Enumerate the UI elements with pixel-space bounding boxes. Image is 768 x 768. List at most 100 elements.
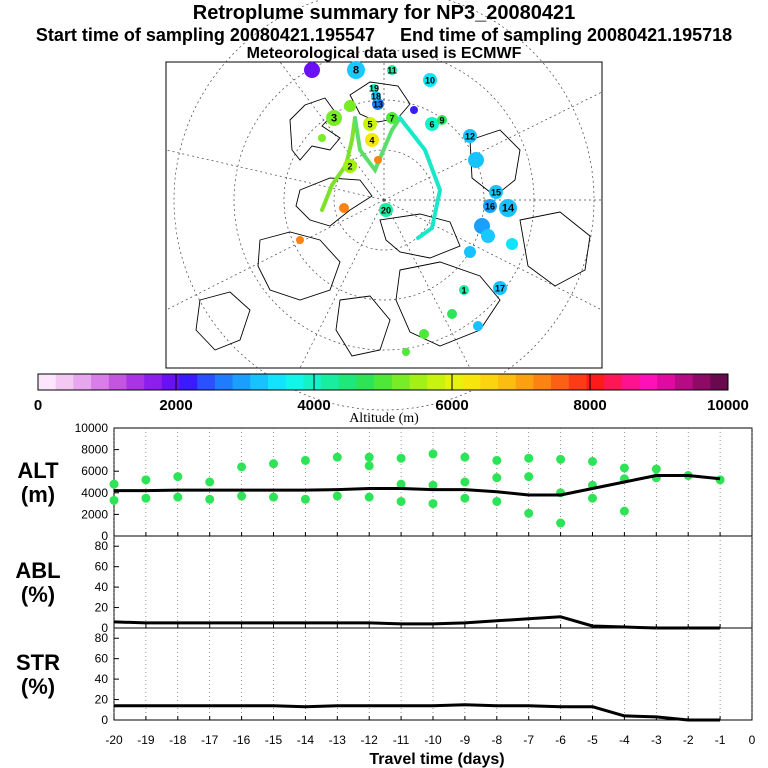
- x-tick-label: -10: [424, 733, 442, 747]
- map-point-marker: [363, 117, 377, 131]
- scatter-point: [109, 479, 119, 489]
- scatter-point: [396, 479, 406, 489]
- map-point-marker: [339, 203, 349, 213]
- x-tick-label: 0: [749, 733, 756, 747]
- map-point: 4: [365, 133, 379, 147]
- scatter-point: [364, 452, 374, 462]
- scatter-point: [109, 495, 119, 505]
- map-point-marker: [371, 91, 381, 101]
- x-tick-label: -17: [201, 733, 219, 747]
- colorbar-cell: [674, 374, 694, 390]
- end-time-label: End time of sampling 20080421.195718: [400, 25, 733, 45]
- y-tick-label: 0: [101, 529, 108, 543]
- scatter-point: [524, 453, 534, 463]
- colorbar-cell: [391, 374, 411, 390]
- map-point: 13: [372, 98, 384, 110]
- series-line: [114, 703, 721, 722]
- colorbar-cell: [374, 374, 393, 390]
- map-point-label: 1: [461, 286, 466, 296]
- series-line: [114, 474, 721, 497]
- colorbar-cell: [126, 374, 145, 390]
- x-tick-label: -13: [329, 733, 347, 747]
- y-tick-label: 10000: [75, 421, 109, 435]
- scatter-point: [492, 473, 502, 483]
- y-tick-label: 80: [95, 539, 109, 553]
- map-point-label: 2: [347, 162, 352, 172]
- x-tick-label: -14: [297, 733, 315, 747]
- map-point-label: 4: [369, 136, 374, 146]
- map-point-marker: [372, 98, 384, 110]
- x-tick-label: -1: [715, 733, 726, 747]
- scatter-point: [460, 452, 470, 462]
- colorbar-cell: [444, 374, 464, 390]
- colorbar-cell: [268, 374, 287, 390]
- colorbar-cell: [480, 374, 499, 390]
- map-point: 6: [425, 117, 439, 131]
- map-point-label: 9: [439, 116, 444, 126]
- map-point-marker: [386, 112, 398, 124]
- y-axis-title: (m): [21, 482, 55, 507]
- y-axis-title: ABL: [15, 558, 60, 583]
- colorbar-cell: [604, 374, 623, 390]
- page-title: Retroplume summary for NP3_20080421: [192, 2, 576, 24]
- panel-abl: 0 20 40 60 80 ABL(%): [15, 535, 753, 635]
- scatter-point: [300, 494, 310, 504]
- x-tick-label: -20: [105, 733, 123, 747]
- map-point-label: 15: [491, 188, 501, 198]
- x-tick-label: -7: [523, 733, 534, 747]
- map-point-label: 11: [387, 66, 397, 76]
- scatter-point: [237, 462, 247, 472]
- map-point: 10: [423, 73, 437, 87]
- map-point-marker: [387, 65, 397, 75]
- map-point-marker: [437, 115, 447, 125]
- map-point-label: 7: [389, 114, 394, 124]
- colorbar-cells: [38, 374, 729, 390]
- sampling-times: Start time of sampling 20080421.195547 E…: [0, 25, 768, 46]
- map-point-marker: [410, 106, 418, 114]
- map-point-marker: [318, 134, 326, 142]
- meridian-line: [279, 61, 385, 201]
- coastline: [519, 211, 591, 287]
- scatter-point: [524, 508, 534, 518]
- map-point-marker: [459, 285, 469, 295]
- colorbar-cell: [710, 374, 729, 390]
- map-point-label: 8: [353, 65, 359, 77]
- scatter-point: [460, 493, 470, 503]
- map-point: 1: [459, 285, 469, 296]
- colorbar-tick-label: 4000: [297, 397, 330, 414]
- scatter-point: [651, 464, 661, 474]
- y-tick-label: 20: [95, 693, 109, 707]
- colorbar-cell: [427, 374, 446, 390]
- meridian-line: [383, 199, 471, 369]
- scatter-point: [205, 477, 215, 487]
- colorbar-cell: [533, 374, 552, 390]
- scatter-point: [428, 480, 438, 490]
- map-point-marker: [304, 62, 320, 78]
- scatter-point: [588, 456, 597, 466]
- map-point-marker: [419, 329, 429, 339]
- y-tick-label: 60: [95, 560, 109, 574]
- x-tick-label: -15: [265, 733, 283, 747]
- map-point-marker: [374, 156, 382, 164]
- colorbar-tick-label: 2000: [159, 397, 192, 414]
- scatter-point: [141, 475, 151, 485]
- coastline: [379, 213, 461, 259]
- map-point-label: 10: [425, 76, 435, 86]
- map-point-marker: [463, 129, 477, 143]
- y-tick-label: 20: [95, 601, 109, 615]
- time-series-panels: 0200040006000800010000ALT(m)020406080ABL…: [15, 421, 755, 747]
- y-tick-label: 40: [95, 580, 109, 594]
- map-point-label: 5: [367, 120, 372, 130]
- colorbar-cell: [197, 374, 216, 390]
- colorbar-cell: [179, 374, 198, 390]
- colorbar-cell: [144, 374, 163, 390]
- scatter-point: [300, 455, 310, 465]
- map-point-marker: [483, 199, 497, 213]
- scatter-point: [492, 455, 502, 465]
- map-point: 14: [499, 199, 517, 217]
- scatter-point: [428, 499, 438, 509]
- map-point: 8: [347, 61, 365, 79]
